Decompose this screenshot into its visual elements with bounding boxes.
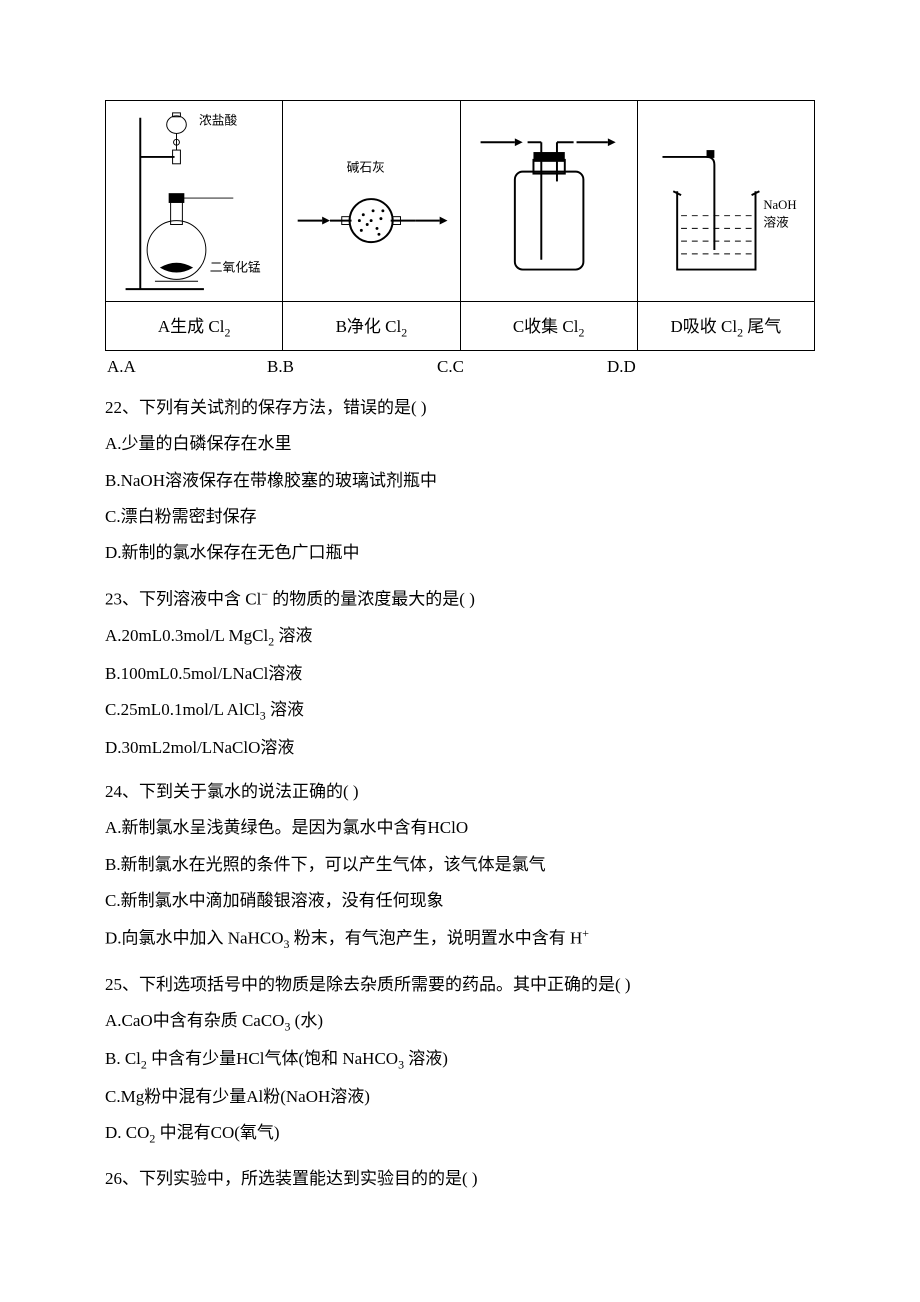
q23-c-before: C.25mL0.1mol/L AlCl [105,700,260,719]
apparatus-c-svg [461,101,637,301]
apparatus-table: 浓盐酸 二氧化锰 碱石灰 [105,100,815,351]
q25-stem: 25、下利选项括号中的物质是除去杂质所需要的药品。其中正确的是( ) [105,972,815,998]
q23-stem: 23、下列溶液中含 Cl− 的物质的量浓度最大的是( ) [105,585,815,613]
q23-c: C.25mL0.1mol/L AlCl3 溶液 [105,697,815,725]
q25-a: A.CaO中含有杂质 CaCO3 (水) [105,1008,815,1036]
q23-d: D.30mL2mol/LNaClO溶液 [105,735,815,761]
opt-c: C.C [437,357,607,377]
q25-d: D. CO2 中混有CO(氧气) [105,1120,815,1148]
q25-b: B. Cl2 中含有少量HCl气体(饱和 NaHCO3 溶液) [105,1046,815,1074]
question-22: 22、下列有关试剂的保存方法，错误的是( ) A.少量的白磷保存在水里 B.Na… [105,395,815,567]
q22-d: D.新制的氯水保存在无色广口瓶中 [105,540,815,566]
q22-c: C.漂白粉需密封保存 [105,504,815,530]
q25-a-after: (水) [290,1011,323,1030]
q24-d: D.向氯水中加入 NaHCO3 粉末，有气泡产生，说明置水中含有 H+ [105,924,815,954]
caption-c-text: C收集 Cl [513,317,579,336]
q25-d-before: D. CO [105,1123,149,1142]
label-naoh: NaOH [763,198,796,212]
q24-a: A.新制氯水呈浅黄绿色。是因为氯水中含有HClO [105,815,815,841]
q23-stem-before: 23、下列溶液中含 Cl [105,589,261,608]
label-mno2: 二氧化锰 [210,261,261,275]
q24-c: C.新制氯水中滴加硝酸银溶液，没有任何现象 [105,888,815,914]
q26-stem: 26、下列实验中，所选装置能达到实验目的的是( ) [105,1166,815,1192]
q24-b: B.新制氯水在光照的条件下，可以产生气体，该气体是氯气 [105,852,815,878]
q24-d-sup: + [582,926,589,940]
label-lime: 碱石灰 [347,161,385,175]
q23-a-after: 溶液 [274,626,312,645]
cell-a-caption: A生成 Cl2 [106,302,283,351]
caption-b-text: B净化 Cl [336,317,402,336]
cell-d-diagram: NaOH 溶液 [637,101,814,302]
label-solution: 溶液 [763,215,789,229]
q25-a-before: A.CaO中含有杂质 CaCO [105,1011,284,1030]
q24-d-mid: 粉末，有气泡产生，说明置水中含有 H [289,929,582,948]
q25-d-after: 中混有CO(氧气) [155,1123,279,1142]
opt-d: D.D [607,357,777,377]
cell-c-caption: C收集 Cl2 [460,302,637,351]
cell-b-diagram: 碱石灰 [283,101,460,302]
opt-b: B.B [267,357,437,377]
q22-a: A.少量的白磷保存在水里 [105,431,815,457]
cell-b-caption: B净化 Cl2 [283,302,460,351]
q22-stem: 22、下列有关试剂的保存方法，错误的是( ) [105,395,815,421]
opt-a: A.A [107,357,267,377]
q24-d-before: D.向氯水中加入 NaHCO [105,929,284,948]
exam-page: 浓盐酸 二氧化锰 碱石灰 [0,0,920,1257]
question-24: 24、下到关于氯水的说法正确的( ) A.新制氯水呈浅黄绿色。是因为氯水中含有H… [105,779,815,954]
cell-c-diagram [460,101,637,302]
q25-b-after: 溶液) [404,1049,448,1068]
cell-d-caption: D吸收 Cl2 尾气 [637,302,814,351]
q25-b-mid: 中含有少量HCl气体(饱和 NaHCO [147,1049,398,1068]
q25-c: C.Mg粉中混有少量Al粉(NaOH溶液) [105,1084,815,1110]
q23-c-after: 溶液 [266,700,304,719]
q23-stem-after: 的物质的量浓度最大的是( ) [268,589,475,608]
question-23: 23、下列溶液中含 Cl− 的物质的量浓度最大的是( ) A.20mL0.3mo… [105,585,815,761]
apparatus-d-svg: NaOH 溶液 [638,101,814,301]
q23-b: B.100mL0.5mol/LNaCl溶液 [105,661,815,687]
caption-b-sub: 2 [401,325,407,339]
question-26: 26、下列实验中，所选装置能达到实验目的的是( ) [105,1166,815,1192]
q23-a-before: A.20mL0.3mol/L MgCl [105,626,268,645]
caption-d-text: D吸收 Cl [670,317,737,336]
table-option-row: A.A B.B C.C D.D [105,357,815,377]
label-conc-hcl: 浓盐酸 [199,114,237,128]
caption-a-text: A生成 Cl [158,317,225,336]
q24-stem: 24、下到关于氯水的说法正确的( ) [105,779,815,805]
caption-a-sub: 2 [224,325,230,339]
apparatus-b-svg: 碱石灰 [283,101,459,301]
cell-a-diagram: 浓盐酸 二氧化锰 [106,101,283,302]
q22-b: B.NaOH溶液保存在带橡胶塞的玻璃试剂瓶中 [105,468,815,494]
caption-c-sub: 2 [578,325,584,339]
caption-d-tail: 尾气 [743,317,781,336]
q25-b-before: B. Cl [105,1049,141,1068]
q23-a: A.20mL0.3mol/L MgCl2 溶液 [105,623,815,651]
apparatus-a-svg: 浓盐酸 二氧化锰 [106,101,282,301]
question-25: 25、下利选项括号中的物质是除去杂质所需要的药品。其中正确的是( ) A.CaO… [105,972,815,1148]
